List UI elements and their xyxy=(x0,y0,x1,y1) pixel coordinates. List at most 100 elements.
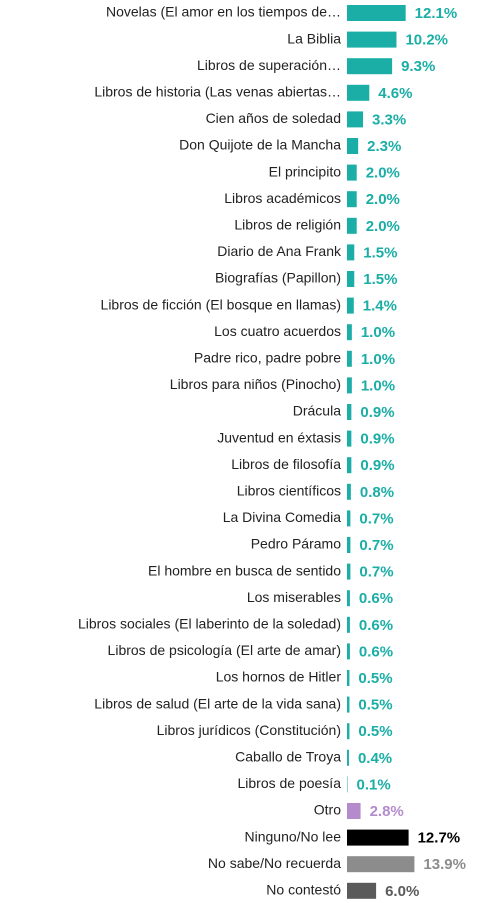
bar xyxy=(347,510,351,527)
value-label: 0.6% xyxy=(359,617,393,634)
bar xyxy=(347,377,352,394)
category-label: Juventud en éxtasis xyxy=(217,429,341,445)
value-label: 0.7% xyxy=(359,537,393,554)
bar xyxy=(347,297,354,314)
bar xyxy=(347,670,350,686)
value-label: 2.8% xyxy=(370,803,404,820)
category-label: Libros sociales (El laberinto de la sole… xyxy=(78,616,341,632)
value-label: 0.4% xyxy=(358,750,392,767)
value-label: 0.1% xyxy=(356,776,390,793)
category-label: No contestó xyxy=(266,882,341,898)
bar xyxy=(347,457,352,474)
value-label: 6.0% xyxy=(385,883,419,900)
bar xyxy=(347,749,349,766)
category-label: Los cuatro acuerdos xyxy=(214,323,341,339)
category-label: Libros de psicología (El arte de amar) xyxy=(108,642,341,658)
category-label: Caballo de Troya xyxy=(235,749,341,765)
category-label: Los hornos de Hitler xyxy=(216,669,342,685)
category-label: Libros de religión xyxy=(234,217,341,233)
value-label: 1.4% xyxy=(363,298,397,315)
category-label: Libros de salud (El arte de la vida sana… xyxy=(94,695,341,711)
value-label: 4.6% xyxy=(378,85,412,102)
bar xyxy=(347,430,352,447)
category-label: Libros científicos xyxy=(237,483,341,499)
category-label: Libros de superación… xyxy=(197,57,341,73)
category-label: Biografías (Papillon) xyxy=(215,270,341,286)
category-label: La Biblia xyxy=(287,30,341,46)
bar xyxy=(347,404,352,420)
value-label: 9.3% xyxy=(401,58,435,75)
value-label: 0.9% xyxy=(360,457,394,474)
value-label: 0.7% xyxy=(359,564,393,581)
category-label: Pedro Páramo xyxy=(251,536,341,552)
bar xyxy=(347,217,357,234)
bar xyxy=(347,5,406,21)
value-label: 1.5% xyxy=(363,244,397,261)
category-label: Libros de ficción (El bosque en llamas) xyxy=(101,296,341,312)
value-label: 0.6% xyxy=(359,590,393,607)
bar xyxy=(347,483,351,500)
value-label: 0.6% xyxy=(359,643,393,660)
bar xyxy=(347,191,357,208)
bar xyxy=(347,723,350,740)
value-label: 10.2% xyxy=(405,32,448,49)
value-label: 1.0% xyxy=(361,324,395,341)
bar xyxy=(347,563,351,580)
value-label: 3.3% xyxy=(372,111,406,128)
category-label: Libros jurídicos (Constitución) xyxy=(157,722,341,738)
value-label: 1.5% xyxy=(363,271,397,288)
bar xyxy=(347,164,357,181)
value-label: 13.9% xyxy=(423,856,466,873)
category-label: Otro xyxy=(314,802,341,818)
category-label: No sabe/No recuerda xyxy=(208,855,341,871)
bar xyxy=(347,84,370,101)
bar xyxy=(347,350,352,367)
category-label: Ninguno/No lee xyxy=(244,828,341,844)
value-label: 2.3% xyxy=(367,138,401,155)
value-label: 0.7% xyxy=(359,510,393,527)
category-label: Libros de poesía xyxy=(237,775,341,791)
bar xyxy=(347,31,397,48)
category-label: El hombre en busca de sentido xyxy=(148,562,341,578)
value-label: 1.0% xyxy=(361,351,395,368)
bar xyxy=(347,537,351,553)
bar xyxy=(347,324,352,341)
bar xyxy=(347,856,415,873)
value-label: 12.1% xyxy=(415,5,458,22)
bar xyxy=(347,643,350,660)
category-label: Libros de historia (Las venas abiertas… xyxy=(94,84,341,100)
bar xyxy=(347,882,377,899)
value-label: 0.5% xyxy=(358,723,392,740)
category-label: Libros académicos xyxy=(224,190,341,206)
category-label: Novelas (El amor en los tiempos de… xyxy=(106,4,341,20)
value-label: 0.5% xyxy=(358,697,392,714)
bar xyxy=(347,696,350,713)
value-label: 0.5% xyxy=(358,670,392,687)
value-label: 0.9% xyxy=(360,431,394,448)
value-label: 2.0% xyxy=(366,191,400,208)
category-label: Libros de filosofía xyxy=(231,456,341,472)
bar xyxy=(347,111,364,128)
bar xyxy=(347,138,359,154)
bar xyxy=(347,244,355,261)
bar xyxy=(347,616,350,633)
bar xyxy=(347,829,409,846)
category-label: Cien años de soledad xyxy=(206,110,341,126)
value-label: 0.9% xyxy=(360,404,394,421)
value-label: 0.8% xyxy=(360,484,394,501)
value-label: 12.7% xyxy=(418,830,461,847)
value-label: 2.0% xyxy=(366,218,400,235)
category-label: Los miserables xyxy=(247,589,341,605)
value-label: 2.0% xyxy=(366,165,400,182)
bar xyxy=(347,58,393,75)
category-label: Padre rico, padre pobre xyxy=(194,350,341,366)
bar xyxy=(347,803,361,819)
category-label: El principito xyxy=(269,163,342,179)
category-label: La Divina Comedia xyxy=(223,509,341,525)
category-label: Don Quijote de la Mancha xyxy=(179,137,341,153)
bar xyxy=(347,271,355,287)
value-label: 1.0% xyxy=(361,377,395,394)
category-label: Libros para niños (Pinocho) xyxy=(170,376,341,392)
category-label: Drácula xyxy=(293,403,341,419)
